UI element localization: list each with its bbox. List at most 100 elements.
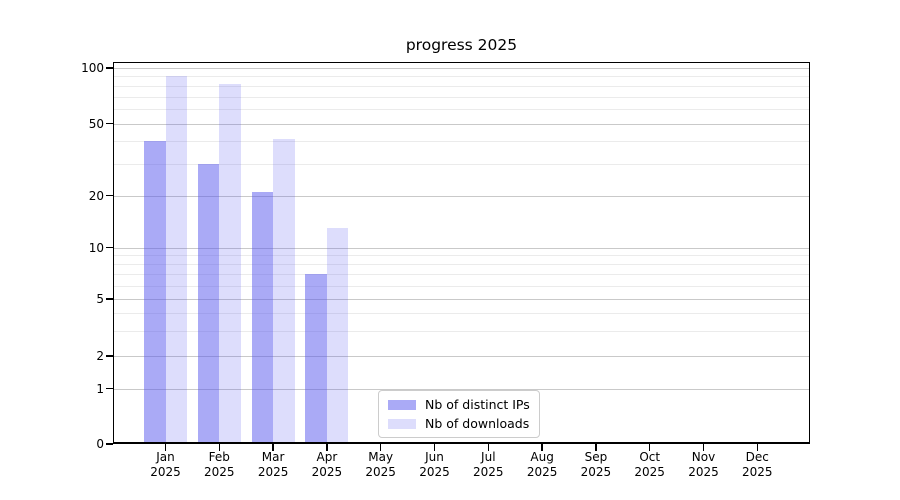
y-tick-label: 100 — [81, 61, 104, 75]
bar-distinct-ips-apr — [305, 274, 327, 444]
x-tick — [326, 444, 328, 451]
x-tick-month: Dec — [745, 450, 769, 464]
bar-distinct-ips-mar — [251, 191, 274, 444]
axis-spine-bottom — [113, 442, 810, 444]
x-tick — [433, 444, 436, 451]
x-tick-month: May — [368, 450, 394, 464]
x-tick — [595, 444, 597, 451]
x-tick-label: Aug 2025 — [514, 450, 570, 480]
x-tick-label: Jun 2025 — [407, 450, 463, 480]
gridline-minor — [113, 312, 810, 314]
x-tick-month: Jan — [156, 450, 175, 464]
axis-spine-top — [113, 62, 810, 64]
gridline-minor — [113, 96, 810, 98]
gridline-minor — [113, 330, 810, 332]
x-tick — [272, 444, 274, 451]
x-tick-label: Mar 2025 — [245, 450, 301, 480]
x-tick-month: Feb — [208, 450, 230, 464]
x-tick-year: 2025 — [526, 465, 558, 479]
bar-downloads-feb — [219, 83, 241, 444]
x-tick — [702, 444, 705, 451]
y-tick-label: 0 — [96, 437, 104, 451]
x-tick-month: Jul — [481, 450, 496, 464]
x-tick-year: 2025 — [204, 465, 235, 479]
legend: Nb of distinct IPs Nb of downloads — [378, 390, 540, 438]
gridline-minor — [113, 76, 810, 78]
x-tick-year: 2025 — [150, 465, 181, 479]
x-tick-label: May 2025 — [353, 450, 409, 480]
x-tick — [218, 444, 221, 451]
x-tick-year: 2025 — [311, 465, 343, 479]
legend-swatch-downloads — [388, 418, 416, 429]
x-tick-year: 2025 — [473, 465, 504, 479]
chart-title: progress 2025 — [405, 36, 518, 54]
x-tick — [487, 444, 490, 451]
x-tick-month: Sep — [584, 450, 608, 464]
axis-spine-right — [808, 62, 810, 444]
y-tick-label: 2 — [96, 349, 104, 363]
y-tick — [106, 355, 113, 357]
x-tick-month: Apr — [316, 450, 338, 464]
x-tick-year: 2025 — [688, 465, 719, 479]
x-tick-label: Nov 2025 — [676, 450, 732, 480]
y-tick — [106, 443, 113, 445]
x-tick-label: Dec 2025 — [729, 450, 785, 480]
gridline-minor — [113, 85, 810, 87]
x-tick-label: Feb 2025 — [191, 450, 247, 480]
x-tick-month: Oct — [639, 450, 661, 464]
bar-distinct-ips-feb — [197, 163, 220, 444]
y-tick-label: 20 — [88, 188, 104, 203]
bar-distinct-ips-jan — [144, 141, 166, 444]
y-tick — [106, 194, 113, 197]
x-tick-year: 2025 — [419, 465, 450, 479]
gridline-minor — [113, 264, 810, 266]
y-tick — [106, 298, 113, 300]
axis-spine-left — [113, 62, 115, 444]
y-tick-label: 5 — [96, 292, 104, 306]
y-tick — [106, 67, 113, 69]
legend-label-distinct-ips: Nb of distinct IPs — [425, 397, 530, 412]
y-tick-label: 10 — [88, 240, 104, 255]
gridline-major — [113, 123, 810, 125]
x-tick-label: Jul 2025 — [460, 450, 516, 480]
legend-label-downloads: Nb of downloads — [425, 416, 530, 431]
bar-downloads-mar — [273, 139, 295, 444]
gridline-major — [113, 299, 810, 300]
gridline-major — [113, 195, 810, 197]
x-tick — [541, 444, 543, 451]
x-tick-label: Sep 2025 — [568, 450, 624, 480]
gridline-major — [113, 68, 810, 69]
gridline-minor — [113, 163, 810, 165]
x-tick-label: Jan 2025 — [138, 450, 194, 480]
gridline-minor — [113, 141, 810, 143]
y-tick — [106, 246, 113, 249]
y-tick — [106, 122, 113, 125]
x-tick-month: Aug — [530, 450, 554, 464]
gridline-major — [113, 356, 810, 357]
x-tick — [756, 444, 759, 451]
gridline-major — [113, 247, 810, 249]
gridline-major — [113, 388, 810, 390]
legend-item-distinct-ips: Nb of distinct IPs — [388, 397, 530, 412]
x-tick-label: Apr 2025 — [299, 450, 355, 480]
x-tick-month: Jun — [425, 450, 444, 464]
bar-downloads-apr — [326, 227, 349, 444]
legend-item-downloads: Nb of downloads — [388, 416, 530, 431]
x-tick-year: 2025 — [742, 465, 773, 479]
x-tick — [379, 444, 382, 451]
x-tick-month: Nov — [691, 450, 716, 464]
bar-downloads-jan — [165, 76, 187, 444]
gridline-minor — [113, 274, 810, 276]
gridline-minor — [113, 108, 810, 110]
x-tick-label: Oct 2025 — [622, 450, 678, 480]
legend-swatch-distinct-ips — [388, 399, 416, 410]
gridline-minor — [113, 255, 810, 257]
x-tick-month: Mar — [261, 450, 285, 464]
x-tick-year: 2025 — [257, 465, 289, 479]
y-tick-label: 1 — [96, 381, 104, 396]
y-tick-label: 50 — [88, 116, 104, 131]
gridline-minor — [113, 285, 810, 287]
x-tick-year: 2025 — [580, 465, 612, 479]
x-tick-year: 2025 — [634, 465, 665, 479]
